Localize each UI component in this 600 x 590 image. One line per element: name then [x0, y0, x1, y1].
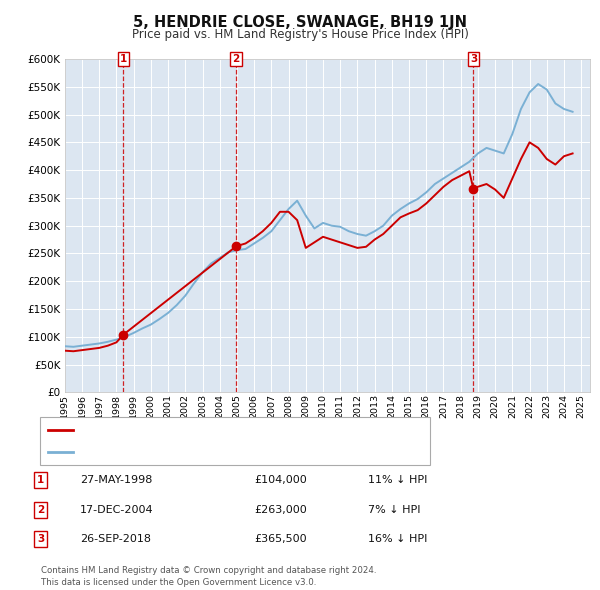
Text: Price paid vs. HM Land Registry's House Price Index (HPI): Price paid vs. HM Land Registry's House …: [131, 28, 469, 41]
Text: 11% ↓ HPI: 11% ↓ HPI: [368, 476, 427, 485]
Text: This data is licensed under the Open Government Licence v3.0.: This data is licensed under the Open Gov…: [41, 578, 316, 587]
Text: HPI: Average price, detached house, Dorset: HPI: Average price, detached house, Dors…: [78, 447, 305, 457]
Text: 1: 1: [37, 476, 44, 485]
Text: 3: 3: [470, 54, 477, 64]
Text: 5, HENDRIE CLOSE, SWANAGE, BH19 1JN (detached house): 5, HENDRIE CLOSE, SWANAGE, BH19 1JN (det…: [78, 425, 385, 435]
Text: 26-SEP-2018: 26-SEP-2018: [80, 535, 151, 544]
Text: 3: 3: [37, 535, 44, 544]
Text: Contains HM Land Registry data © Crown copyright and database right 2024.: Contains HM Land Registry data © Crown c…: [41, 566, 376, 575]
Text: 2: 2: [37, 505, 44, 514]
Text: 7% ↓ HPI: 7% ↓ HPI: [368, 505, 420, 514]
Text: 2: 2: [233, 54, 240, 64]
Text: 1: 1: [120, 54, 127, 64]
Text: 17-DEC-2004: 17-DEC-2004: [80, 505, 154, 514]
Text: 5, HENDRIE CLOSE, SWANAGE, BH19 1JN: 5, HENDRIE CLOSE, SWANAGE, BH19 1JN: [133, 15, 467, 30]
Text: 16% ↓ HPI: 16% ↓ HPI: [368, 535, 427, 544]
Text: £263,000: £263,000: [254, 505, 307, 514]
Text: 27-MAY-1998: 27-MAY-1998: [80, 476, 152, 485]
Text: £104,000: £104,000: [254, 476, 307, 485]
Text: £365,500: £365,500: [254, 535, 307, 544]
